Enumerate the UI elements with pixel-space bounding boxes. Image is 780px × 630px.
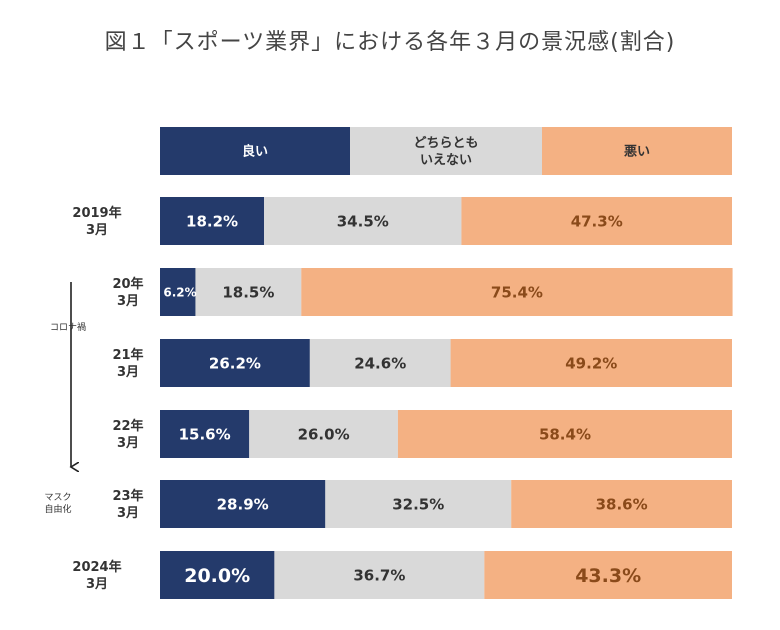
bar-segment: [249, 410, 398, 458]
bar-value-label: 75.4%: [491, 283, 543, 301]
chart-title: 図１「スポーツ業界」における各年３月の景況感(割合): [104, 30, 676, 55]
category-label: 20年 3月: [112, 276, 143, 309]
category-label: 23年 3月: [112, 488, 143, 521]
bar-segment: [450, 339, 732, 387]
bar-segment: [160, 480, 326, 528]
bar-segment: [160, 551, 275, 599]
bar-segment: [160, 410, 250, 458]
covid-annotation: コロナ禍: [50, 321, 86, 333]
bar-value-label: 58.4%: [539, 425, 591, 443]
bar-value-label: 47.3%: [571, 212, 623, 230]
bar-value-label: 24.6%: [354, 354, 406, 372]
bar-segment: [325, 480, 512, 528]
bar-value-label: 28.9%: [217, 495, 269, 513]
bar-segment: [301, 268, 733, 316]
legend-label-2: 悪い: [624, 145, 650, 160]
mask-annotation: マスク自由化: [44, 492, 71, 515]
bar-segment: [511, 480, 732, 528]
bar-value-label: 34.5%: [337, 212, 389, 230]
bar-value-label: 15.6%: [179, 425, 231, 443]
bar-segment: [160, 268, 196, 316]
bar-value-label: 18.2%: [186, 212, 238, 230]
legend-swatch-2: [542, 127, 732, 175]
bar-value-label: 36.7%: [353, 566, 405, 584]
bar-segment: [309, 339, 451, 387]
bar-segment: [195, 268, 302, 316]
legend-swatch-1: [350, 127, 542, 175]
bar-segment: [397, 410, 732, 458]
bar-value-label: 26.2%: [209, 354, 261, 372]
bar-segment: [160, 339, 310, 387]
category-label: 2019年 3月: [72, 205, 121, 238]
bar-segment: [484, 551, 732, 599]
bar-segment: [274, 551, 485, 599]
category-label: 22年 3月: [112, 418, 143, 451]
bar-value-label: 20.0%: [184, 565, 250, 587]
legend-swatch-0: [160, 127, 350, 175]
bar-value-label: 43.3%: [575, 565, 641, 587]
category-label: 2024年 3月: [72, 559, 121, 592]
legend-label-0: 良い: [242, 144, 268, 160]
bar-value-label: 6.2%: [163, 285, 196, 299]
bar-value-label: 38.6%: [596, 495, 648, 513]
bar-value-label: 26.0%: [298, 425, 350, 443]
bar-segment: [461, 197, 732, 245]
legend-label-1: どちらともいえない: [413, 136, 478, 168]
bar-segment: [264, 197, 462, 245]
bar-value-label: 18.5%: [222, 283, 274, 301]
category-label: 21年 3月: [112, 347, 143, 380]
bar-segment: [160, 197, 265, 245]
bar-value-label: 49.2%: [565, 354, 617, 372]
bar-value-label: 32.5%: [392, 495, 444, 513]
